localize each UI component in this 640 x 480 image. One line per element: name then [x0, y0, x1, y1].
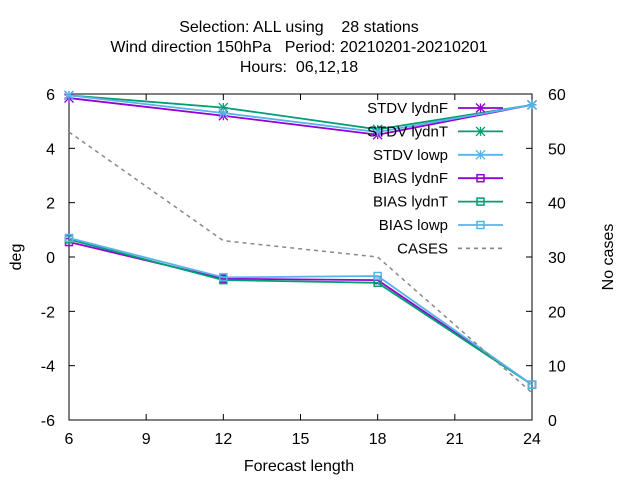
- x-tick-label: 9: [142, 431, 151, 448]
- legend-marker: [476, 197, 485, 206]
- data-point: [218, 108, 229, 118]
- legend-marker: [475, 126, 486, 137]
- legend-marker: [475, 103, 486, 113]
- series: [64, 237, 537, 389]
- legend-entry: CASES: [397, 240, 503, 257]
- series: [64, 233, 537, 389]
- legend-entry: BIAS lydnT: [373, 194, 503, 211]
- legend-marker: [475, 149, 486, 160]
- y2-tick-label: 20: [548, 304, 566, 321]
- y-tick-label: -4: [41, 359, 55, 376]
- y-tick-label: -2: [41, 304, 55, 321]
- legend-label: BIAS lydnF: [373, 170, 448, 187]
- data-point: [219, 273, 228, 282]
- title-line-1: Selection: ALL using 28 stations: [179, 19, 419, 36]
- series-line: [68, 97, 533, 136]
- y2-tick-label: 0: [548, 413, 557, 430]
- legend-label: STDV lydnF: [367, 100, 448, 117]
- y-tick-label: 2: [46, 196, 55, 213]
- x-axis-label: Forecast length: [244, 458, 354, 475]
- series-line: [68, 94, 533, 131]
- data-point: [64, 90, 74, 101]
- series-layer: [64, 90, 537, 394]
- data-point: [372, 127, 383, 137]
- legend-entry: STDV lowp: [373, 147, 503, 164]
- x-tick-label: 15: [292, 431, 310, 448]
- title-line-2: Wind direction 150hPa Period: 20210201-2…: [110, 39, 487, 56]
- y-tick-label: -6: [41, 413, 55, 430]
- title-line-3: Hours: 06,12,18: [240, 59, 358, 76]
- y2-tick-label: 50: [548, 141, 566, 158]
- y2-tick-label: 40: [548, 196, 566, 213]
- legend-label: BIAS lowp: [379, 217, 448, 234]
- y2-axis-label: No cases: [600, 224, 617, 291]
- data-point: [64, 233, 74, 243]
- series-line: [68, 238, 533, 386]
- legend-entry: BIAS lydnF: [373, 170, 503, 187]
- y2-tick-label: 10: [548, 359, 566, 376]
- cases-line: [68, 131, 533, 394]
- series-line: [68, 241, 533, 386]
- legend-label: STDV lydnT: [367, 123, 448, 140]
- y-tick-label: 4: [46, 141, 55, 158]
- legend-label: STDV lowp: [373, 147, 448, 164]
- series: [64, 90, 537, 137]
- legend-entry: STDV lydnF: [367, 100, 503, 117]
- legend-marker: [476, 173, 485, 183]
- y2-tick-label: 30: [548, 250, 566, 267]
- legend: STDV lydnF STDV lydnT STDV lowp BIAS lydnF B…: [367, 100, 503, 257]
- legend-entry: BIAS lowp: [379, 217, 503, 234]
- y2-tick-label: 60: [548, 87, 566, 104]
- y-tick-label: 0: [46, 250, 55, 267]
- y-tick-label: 6: [46, 87, 55, 104]
- y2-axis: 0 10 20 30 40 50 60: [526, 87, 566, 430]
- legend-marker: [476, 220, 485, 230]
- series: [68, 131, 533, 394]
- data-point: [373, 271, 382, 281]
- legend-label: BIAS lydnT: [373, 194, 448, 211]
- x-tick-label: 12: [214, 431, 232, 448]
- y-axis-label: deg: [8, 244, 25, 271]
- x-tick-label: 18: [369, 431, 387, 448]
- series-line: [68, 94, 533, 133]
- data-point: [527, 380, 537, 389]
- x-axis: 6 9 12 15 18 21 24: [65, 94, 541, 448]
- x-tick-label: 24: [523, 431, 541, 448]
- data-point: [527, 99, 537, 110]
- x-tick-label: 21: [446, 431, 464, 448]
- legend-label: CASES: [397, 240, 448, 257]
- legend-entry: STDV lydnT: [367, 123, 503, 140]
- y-axis: -6 -4 -2 0 2 4 6: [41, 87, 75, 430]
- series-line: [68, 237, 533, 386]
- x-tick-label: 6: [65, 431, 74, 448]
- chart-title: Selection: ALL using 28 stations Wind di…: [110, 19, 487, 76]
